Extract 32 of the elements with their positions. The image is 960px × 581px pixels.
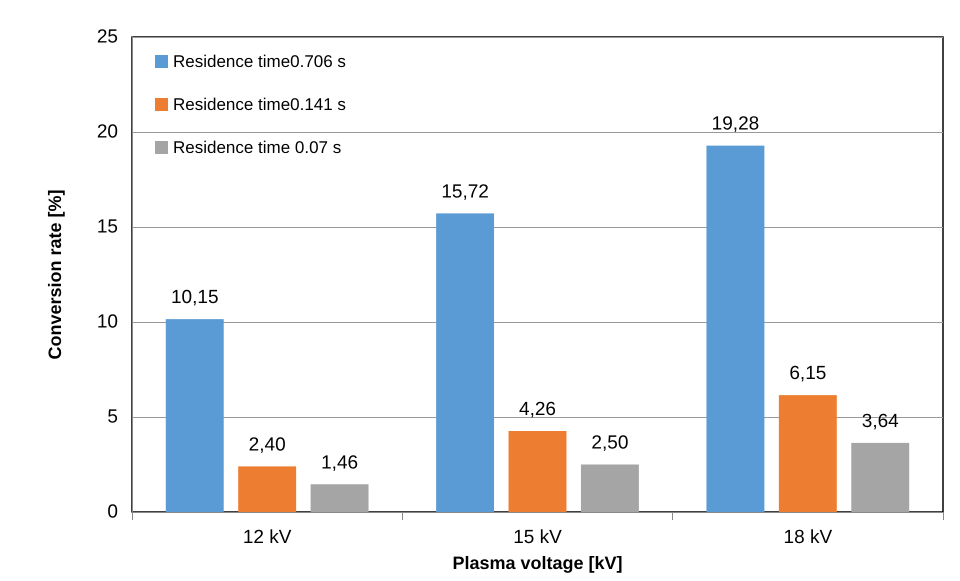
y-tick-label: 0 (107, 502, 118, 522)
data-label: 10,15 (170, 287, 219, 308)
bar (436, 213, 494, 512)
y-tick-label: 20 (96, 122, 118, 142)
bar (706, 146, 764, 512)
bar (310, 484, 369, 512)
bar (778, 395, 837, 512)
y-tick-label: 15 (96, 216, 118, 238)
data-label: 1,46 (321, 452, 358, 474)
x-tick-label: 12 kV (242, 527, 292, 548)
x-tick-label: 18 kV (784, 527, 832, 548)
legend-label: Residence time0.141 s (173, 95, 346, 114)
bar (851, 442, 910, 512)
bar (508, 431, 566, 512)
data-label: 3,64 (862, 410, 900, 432)
data-label: 6,15 (789, 363, 826, 384)
legend-label: Residence time0.706 s (173, 52, 346, 71)
legend-label: Residence time 0.07 s (173, 138, 342, 157)
y-tick-label: 25 (96, 26, 118, 48)
data-label: 15,72 (441, 181, 489, 202)
y-tick-label: 5 (107, 406, 118, 428)
x-tick-label: 15 kV (513, 527, 562, 548)
data-label: 4,26 (519, 399, 556, 420)
bar (166, 319, 224, 512)
bar (580, 464, 639, 512)
y-tick-label: 10 (96, 312, 118, 332)
data-label: 19,28 (712, 114, 760, 135)
bar (238, 466, 296, 512)
data-label: 2,40 (248, 434, 286, 456)
data-label: 2,50 (591, 432, 628, 454)
y-axis-title: Conversion rate [%] (45, 189, 65, 360)
x-axis-title: Plasma voltage [kV] (452, 553, 623, 573)
